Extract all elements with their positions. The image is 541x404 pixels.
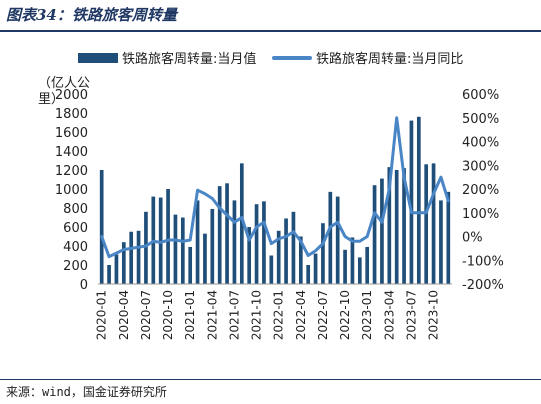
bar-0	[99, 170, 104, 284]
legend-line-swatch	[272, 55, 312, 60]
y-right-tick-label: 100%	[462, 207, 499, 222]
bar-34	[350, 237, 355, 284]
x-tick-label: 2022-04	[294, 290, 308, 340]
chart-canvas: 0 200 400 600 800 1000 1200 1400 1600 1800 2000 -20…	[55, 88, 504, 340]
legend-bar-swatch	[78, 52, 118, 63]
y-left-tick-label: 400	[63, 240, 88, 255]
y-left-tick-label: 1000	[55, 183, 88, 198]
bar-33	[343, 249, 347, 284]
bar-22	[262, 201, 266, 284]
bar-3	[121, 242, 126, 284]
y-right-tick-label: 600%	[462, 88, 499, 103]
bar-1	[107, 265, 111, 284]
x-tick-label: 2020-04	[117, 290, 131, 340]
bar-11	[180, 217, 185, 284]
y-left-tick-label: 1600	[55, 126, 88, 141]
bar-18	[232, 200, 237, 284]
x-tick-label: 2022-01	[272, 290, 286, 340]
y-left-tick-label: 1200	[55, 164, 88, 179]
bar-35	[357, 257, 362, 284]
bar-46	[439, 200, 443, 284]
x-tick-label: 2023-07	[404, 290, 418, 340]
bar-10	[173, 214, 178, 284]
bar-47	[446, 191, 451, 284]
bar-17	[225, 183, 229, 284]
bar-25	[284, 218, 288, 284]
bar-20	[247, 227, 252, 284]
y-left-tick-label: 200	[63, 259, 88, 274]
x-tick-label: 2020-10	[161, 290, 175, 340]
y-right-tick-label: 0%	[462, 231, 483, 246]
x-tick-label: 2021-04	[205, 290, 219, 340]
bar-12	[188, 246, 193, 284]
bar-39	[387, 167, 392, 284]
x-tick-label: 2022-07	[316, 290, 330, 340]
bar-27	[298, 236, 303, 284]
x-tick-label: 2021-10	[250, 290, 264, 340]
line-series-yoy	[100, 116, 450, 259]
bar-6	[144, 211, 148, 284]
bar-24	[276, 230, 281, 284]
legend-label-bar: 铁路旅客周转量:当月值	[122, 52, 257, 67]
legend-label-line: 铁路旅客周转量:当月同比	[316, 52, 464, 67]
bar-42	[409, 120, 414, 284]
source-note: 来源：wind，国金证券研究所	[6, 385, 167, 399]
y-left-tick-label: 800	[63, 202, 88, 217]
y-right-tick-label: 400%	[462, 136, 499, 151]
bar-32	[335, 196, 340, 284]
bar-44	[424, 164, 429, 284]
bar-15	[210, 208, 215, 284]
x-tick-label: 2021-07	[227, 290, 241, 340]
bar-36	[365, 246, 370, 284]
x-tick-label: 2023-10	[427, 290, 441, 340]
y-left-tick-label: 2000	[55, 88, 88, 103]
x-tick-label: 2023-04	[382, 290, 396, 340]
y-left-tick-label: 1800	[55, 107, 88, 122]
bar-9	[166, 189, 170, 284]
bar-43	[416, 116, 421, 284]
bar-31	[328, 191, 333, 284]
title-divider	[0, 30, 541, 32]
bar-23	[269, 255, 274, 284]
chart-legend: 铁路旅客周转量:当月值 铁路旅客周转量:当月同比	[0, 48, 541, 68]
bar-30	[321, 223, 325, 284]
y-left-tick-label: 0	[80, 278, 88, 293]
x-tick-label: 2021-01	[183, 290, 197, 340]
x-tick-label: 2023-01	[360, 290, 374, 340]
y-left-tick-label: 600	[63, 221, 88, 236]
bar-29	[313, 253, 318, 284]
x-tick-label: 2020-07	[139, 290, 153, 340]
footer-divider	[0, 379, 541, 380]
bar-14	[203, 233, 207, 284]
bar-40	[394, 170, 399, 284]
bar-5	[136, 230, 141, 284]
bar-4	[129, 231, 134, 284]
y-left-tick-label: 1400	[55, 145, 88, 160]
x-tick-label: 2020-01	[95, 290, 109, 340]
bar-38	[380, 178, 384, 284]
chart-title: 图表34：铁路旅客周转量	[6, 6, 177, 24]
bar-8	[158, 197, 163, 284]
y-right-tick-label: 300%	[462, 159, 499, 174]
y-axis-unit-label: （亿人公里）	[38, 76, 91, 107]
legend-item-bar: 铁路旅客周转量:当月值	[78, 48, 256, 67]
y-right-tick-label: 200%	[462, 183, 499, 198]
bar-2	[114, 254, 119, 284]
bar-28	[306, 265, 311, 284]
y-right-tick-label: -100%	[462, 254, 504, 269]
y-right-tick-label: -200%	[462, 278, 504, 293]
bar-26	[291, 211, 296, 284]
bar-13	[195, 200, 200, 284]
bar-37	[372, 185, 377, 284]
bar-45	[431, 163, 436, 284]
x-tick-label: 2022-10	[338, 290, 352, 340]
bar-19	[239, 163, 244, 284]
bar-41	[402, 168, 406, 284]
bar-21	[254, 204, 259, 284]
y-right-tick-label: 500%	[462, 112, 499, 127]
legend-item-line: 铁路旅客周转量:当月同比	[272, 48, 463, 67]
bar-16	[217, 186, 222, 284]
